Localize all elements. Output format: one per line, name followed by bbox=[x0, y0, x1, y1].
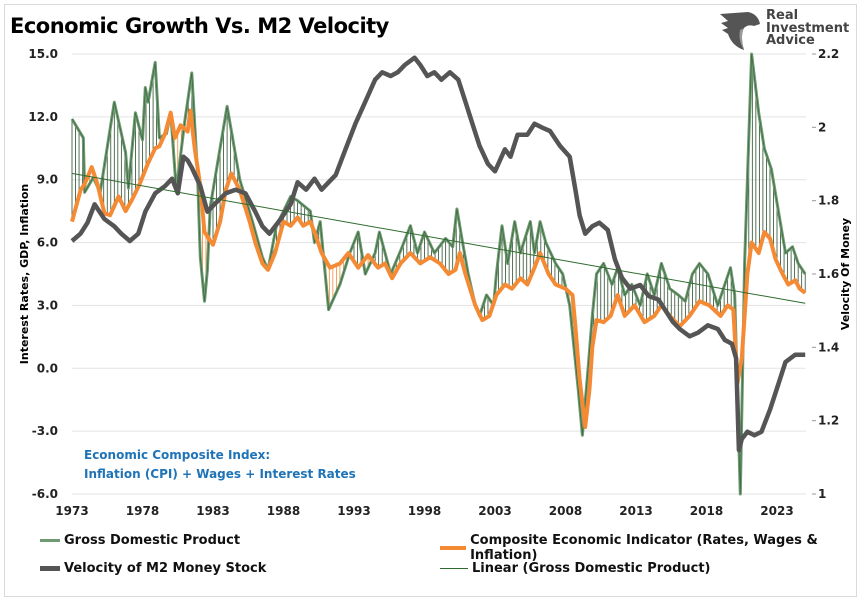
chart-frame bbox=[4, 4, 857, 597]
legend-gdp: Gross Domestic Product bbox=[40, 533, 240, 548]
x-tick-label: 2013 bbox=[619, 504, 652, 518]
logo-text: Real Investment Advice bbox=[766, 8, 850, 48]
legend-label: Gross Domestic Product bbox=[64, 533, 241, 548]
y-tick-label: -6.0 bbox=[32, 487, 58, 501]
y-tick-label: 0.0 bbox=[37, 361, 58, 375]
legend-swatch bbox=[40, 539, 60, 542]
legend-label: Linear (Gross Domestic Product) bbox=[472, 561, 711, 576]
x-tick-label: 1983 bbox=[196, 504, 229, 518]
legend-swatch bbox=[40, 566, 60, 571]
y2-tick-label: 1 bbox=[818, 487, 826, 501]
annotation-line-1: Economic Composite Index: bbox=[84, 448, 271, 462]
y2-axis-label: Velocity Of Money bbox=[839, 218, 852, 330]
y-tick-label: -3.0 bbox=[32, 424, 58, 438]
x-tick-label: 2003 bbox=[478, 504, 511, 518]
y2-tick-label: 1.4 bbox=[818, 340, 839, 354]
y2-tick-label: 1.8 bbox=[818, 194, 839, 208]
x-tick-label: 2023 bbox=[760, 504, 793, 518]
y-axis-label: Interest Rates, GDP, Inflation bbox=[18, 184, 31, 364]
gdp-series-line bbox=[70, 52, 807, 496]
y-tick-label: 6.0 bbox=[37, 236, 58, 250]
y-tick-label: 3.0 bbox=[37, 298, 58, 312]
legend-composite: Composite Economic Indicator (Rates, Wag… bbox=[440, 533, 861, 563]
annotation-line-2: Inflation (CPI) + Wages + Interest Rates bbox=[84, 467, 356, 481]
gdp-series-inner-line bbox=[71, 53, 806, 495]
y2-tick-label: 2.2 bbox=[818, 47, 839, 61]
x-tick-label: 1993 bbox=[337, 504, 370, 518]
legend-label: Velocity of M2 Money Stock bbox=[64, 561, 267, 576]
legend-velocity: Velocity of M2 Money Stock bbox=[40, 561, 266, 576]
x-tick-label: 1978 bbox=[126, 504, 159, 518]
legend-label: Composite Economic Indicator (Rates, Wag… bbox=[470, 533, 818, 563]
chart-title: Economic Growth Vs. M2 Velocity bbox=[10, 14, 389, 38]
legend-linear: Linear (Gross Domestic Product) bbox=[440, 561, 711, 576]
velocity-series-line bbox=[70, 55, 806, 453]
y-tick-label: 9.0 bbox=[37, 173, 58, 187]
x-tick-label: 2018 bbox=[690, 504, 723, 518]
x-tick-label: 1998 bbox=[408, 504, 441, 518]
composite-series-line bbox=[70, 108, 807, 429]
logo: Real Investment Advice bbox=[718, 8, 850, 52]
logo-line: Real bbox=[766, 8, 799, 23]
linear-trend-line bbox=[71, 172, 806, 304]
logo-line: Investment bbox=[766, 20, 850, 36]
legend-swatch bbox=[440, 546, 467, 550]
y-tick-label: 15.0 bbox=[28, 47, 58, 61]
x-tick-label: 1973 bbox=[55, 504, 88, 518]
y2-tick-label: 1.6 bbox=[818, 267, 839, 281]
x-tick-label: 1988 bbox=[267, 504, 300, 518]
legend-swatch bbox=[440, 568, 468, 569]
logo-line: Advice bbox=[766, 33, 815, 48]
y2-tick-label: 2 bbox=[818, 120, 826, 134]
x-tick-label: 2008 bbox=[549, 504, 582, 518]
eagle-head-icon bbox=[720, 12, 760, 50]
y-tick-label: 12.0 bbox=[28, 110, 58, 124]
y2-tick-label: 1.2 bbox=[818, 414, 839, 428]
